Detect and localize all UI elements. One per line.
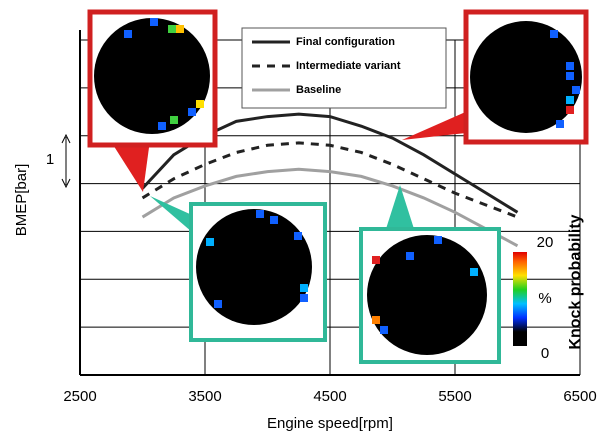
legend-label: Baseline — [296, 84, 341, 96]
inset-bottom-left — [150, 196, 325, 340]
x-tick-label: 6500 — [563, 388, 596, 405]
colorbar-max: 20 — [537, 234, 554, 251]
colorbar-unit: % — [538, 290, 551, 307]
y-axis-label: BMEP[bar] — [13, 164, 30, 237]
inset-top-left — [90, 12, 215, 192]
x-tick-label: 5500 — [438, 388, 471, 405]
scale-label: 1 — [46, 151, 54, 168]
chart: 2500 3500 4500 5500 6500 Engine speed[rpm] B… — [0, 0, 616, 436]
colorbar-min: 0 — [541, 345, 549, 362]
colorbar-title: Knock probability — [567, 214, 584, 349]
scale-indicator: 1 — [46, 135, 70, 187]
legend-label: Final configuration — [296, 36, 395, 48]
x-tick-label: 2500 — [63, 388, 96, 405]
legend: Final configuration Intermediate variant… — [242, 28, 446, 108]
inset-bottom — [361, 185, 499, 362]
x-tick-label: 4500 — [313, 388, 346, 405]
colorbar: 20 % 0 Knock probability — [513, 214, 584, 362]
legend-label: Intermediate variant — [296, 60, 401, 72]
x-axis-label: Engine speed[rpm] — [267, 415, 393, 432]
x-tick-label: 3500 — [188, 388, 221, 405]
